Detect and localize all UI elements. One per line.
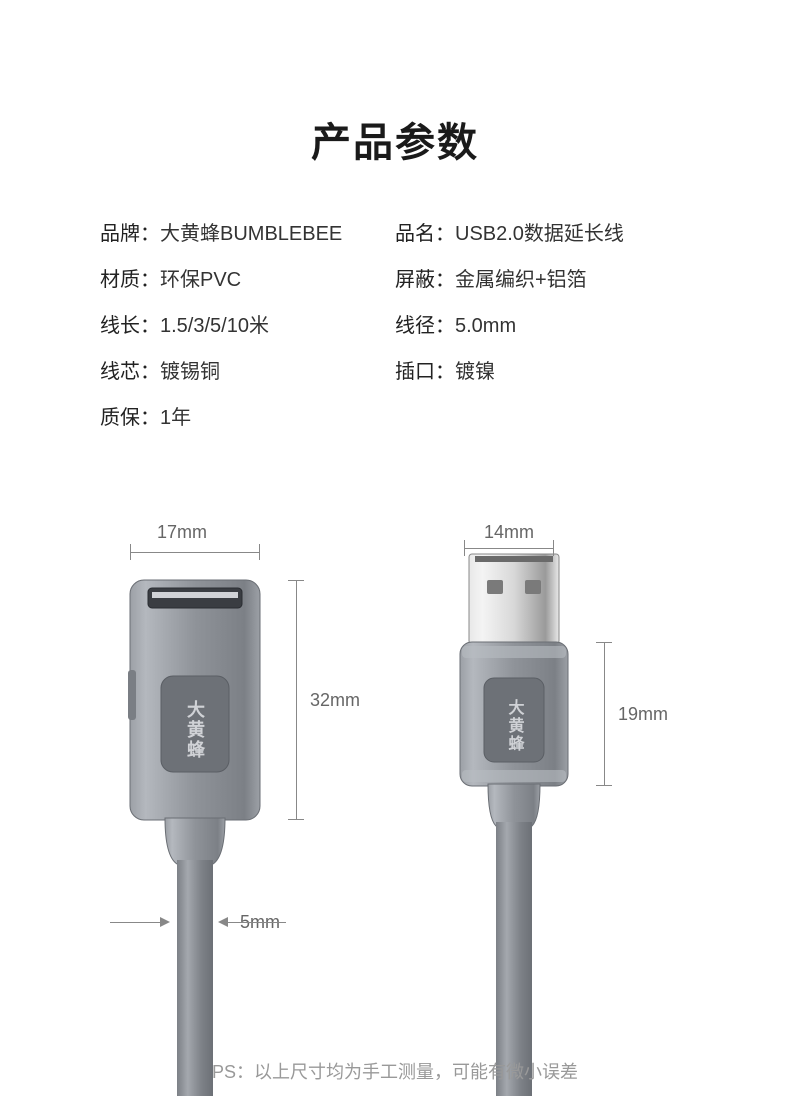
specs-table: 品牌：大黄蜂BUMBLEBEE材质：环保PVC线长：1.5/3/5/10米线芯：…: [0, 168, 790, 448]
spec-value: 大黄蜂BUMBLEBEE: [160, 223, 342, 245]
dimension-diagram: 大黄蜂大黄蜂 17mm 32mm 5mm 14mm 19mm: [0, 520, 790, 1096]
spec-row: 线长：1.5/3/5/10米: [100, 310, 395, 342]
spec-value: 1.5/3/5/10米: [160, 315, 269, 337]
specs-column-right: 品名：USB2.0数据延长线屏蔽：金属编织+铝箔线径：5.0mm插口：镀镍: [395, 218, 690, 448]
spec-label: 屏蔽：: [395, 269, 455, 291]
spec-row: 材质：环保PVC: [100, 264, 395, 296]
spec-row: 质保：1年: [100, 402, 395, 434]
spec-row: 屏蔽：金属编织+铝箔: [395, 264, 690, 296]
dim-male-height: 19mm: [618, 704, 668, 725]
dim-male-width: 14mm: [484, 522, 534, 543]
svg-text:大黄蜂: 大黄蜂: [506, 698, 525, 753]
dim-female-width: 17mm: [157, 522, 207, 543]
spec-label: 线长：: [100, 315, 160, 337]
spec-label: 质保：: [100, 407, 160, 429]
spec-value: 镀锡铜: [160, 361, 220, 383]
dim-female-height: 32mm: [310, 690, 360, 711]
spec-value: 镀镍: [455, 361, 495, 383]
spec-label: 插口：: [395, 361, 455, 383]
spec-label: 线径：: [395, 315, 455, 337]
specs-column-left: 品牌：大黄蜂BUMBLEBEE材质：环保PVC线长：1.5/3/5/10米线芯：…: [100, 218, 395, 448]
footnote: PS：以上尺寸均为手工测量，可能有微小误差: [0, 1058, 790, 1084]
spec-label: 材质：: [100, 269, 160, 291]
spec-value: 环保PVC: [160, 269, 241, 291]
spec-value: 5.0mm: [455, 315, 516, 337]
spec-row: 线芯：镀锡铜: [100, 356, 395, 388]
spec-row: 品牌：大黄蜂BUMBLEBEE: [100, 218, 395, 250]
page-title: 产品参数: [0, 0, 790, 168]
spec-value: 1年: [160, 407, 191, 429]
spec-value: USB2.0数据延长线: [455, 223, 624, 245]
spec-row: 品名：USB2.0数据延长线: [395, 218, 690, 250]
svg-text:大黄蜂: 大黄蜂: [185, 699, 205, 760]
spec-label: 线芯：: [100, 361, 160, 383]
spec-row: 插口：镀镍: [395, 356, 690, 388]
spec-row: 线径：5.0mm: [395, 310, 690, 342]
spec-label: 品牌：: [100, 223, 160, 245]
spec-label: 品名：: [395, 223, 455, 245]
spec-value: 金属编织+铝箔: [455, 269, 587, 291]
